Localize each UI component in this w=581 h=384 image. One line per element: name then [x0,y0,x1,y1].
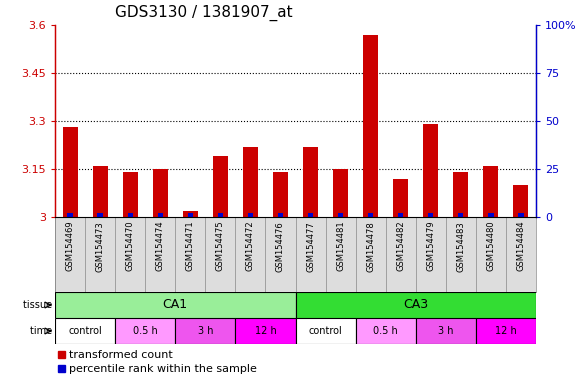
Text: CA3: CA3 [403,298,428,311]
Text: GSM154476: GSM154476 [276,221,285,271]
Text: GSM154477: GSM154477 [306,221,315,271]
Bar [58,351,65,358]
Text: GSM154480: GSM154480 [486,221,496,271]
Text: 3 h: 3 h [198,326,213,336]
Text: GSM154475: GSM154475 [216,221,225,271]
Text: control: control [309,326,342,336]
Bar [92,166,107,217]
Bar [338,213,343,217]
Bar [153,169,168,217]
Bar [157,213,163,217]
Text: GSM154479: GSM154479 [426,221,435,271]
Bar [248,213,253,217]
Bar [55,292,296,318]
Bar [393,179,408,217]
Bar [458,213,464,217]
Text: transformed count: transformed count [69,349,173,359]
Bar [123,172,138,217]
Text: GSM154471: GSM154471 [186,221,195,271]
Text: GSM154474: GSM154474 [156,221,165,271]
Text: CA1: CA1 [163,298,188,311]
Bar [453,172,468,217]
Text: time: time [30,326,55,336]
Bar [98,213,103,217]
Bar [278,213,283,217]
Bar [296,318,356,344]
Bar [243,147,258,217]
Text: GSM154478: GSM154478 [366,221,375,271]
Bar [63,127,77,217]
Bar [514,185,529,217]
Text: GSM154481: GSM154481 [336,221,345,271]
Bar [296,292,536,318]
Bar [356,318,416,344]
Bar [218,213,223,217]
Text: GDS3130 / 1381907_at: GDS3130 / 1381907_at [114,4,292,21]
Bar [483,166,498,217]
Text: percentile rank within the sample: percentile rank within the sample [69,364,257,374]
Bar [428,213,433,217]
Text: 0.5 h: 0.5 h [374,326,398,336]
Bar [416,318,476,344]
Bar [175,318,235,344]
Text: GSM154470: GSM154470 [125,221,135,271]
Text: control: control [68,326,102,336]
Bar [398,213,403,217]
Text: GSM154469: GSM154469 [66,221,74,271]
Bar [213,156,228,217]
Text: 0.5 h: 0.5 h [133,326,157,336]
Text: tissue: tissue [23,300,55,310]
Bar [424,124,438,217]
Bar [235,318,296,344]
Text: 12 h: 12 h [495,326,517,336]
Text: GSM154484: GSM154484 [517,221,525,271]
Bar [273,172,288,217]
Bar [115,318,175,344]
Bar [67,213,73,217]
Bar [58,365,65,372]
Bar [55,318,115,344]
Bar [333,169,348,217]
Text: GSM154472: GSM154472 [246,221,255,271]
Bar [518,213,523,217]
Text: 3 h: 3 h [438,326,454,336]
Bar [308,213,313,217]
Bar [188,213,193,217]
Text: GSM154483: GSM154483 [456,221,465,271]
Bar [476,318,536,344]
Text: GSM154473: GSM154473 [96,221,105,271]
Bar [303,147,318,217]
Bar [363,35,378,217]
Text: 12 h: 12 h [254,326,277,336]
Text: GSM154482: GSM154482 [396,221,405,271]
Bar [183,210,198,217]
Bar [127,213,133,217]
Bar [488,213,493,217]
Bar [368,213,373,217]
